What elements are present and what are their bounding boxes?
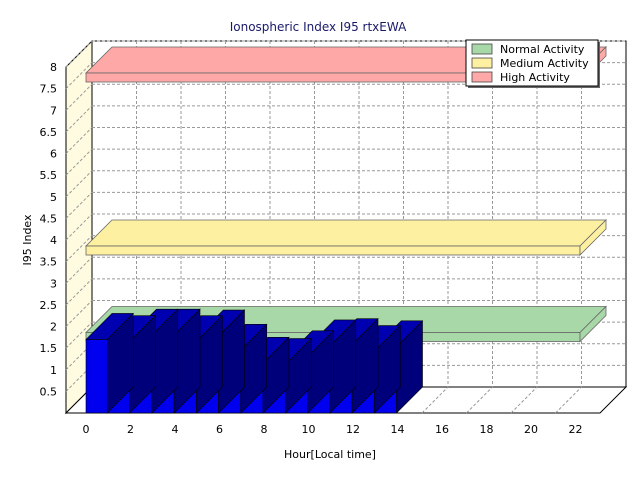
x-tick-label: 8: [261, 423, 268, 436]
y-axis-label: I95 Index: [21, 214, 34, 266]
y-tick-label: 0.5: [40, 385, 58, 398]
grid-line-side: [65, 105, 93, 133]
grid-line-side: [65, 213, 93, 241]
grid-line-side: [65, 256, 93, 284]
y-tick-label: 4.5: [40, 212, 58, 225]
legend-entry: High Activity: [500, 71, 570, 84]
grid-line-floor: [510, 386, 538, 414]
y-tick-label: 2: [50, 321, 57, 334]
legend-swatch: [471, 43, 493, 55]
grid-line-side: [65, 192, 93, 219]
legend-entry: Normal Activity: [500, 43, 585, 56]
x-tick-label: 0: [83, 423, 90, 436]
grid-line-side: [65, 40, 93, 68]
grid-line-floor: [555, 386, 582, 414]
grid-line-floor: [466, 386, 493, 414]
x-tick-label: 2: [127, 423, 134, 436]
x-tick-label: 14: [391, 423, 405, 436]
y-tick-label: 7: [50, 104, 57, 117]
grid-line-side: [65, 235, 93, 262]
band-side: [579, 219, 607, 256]
x-tick-label: 18: [480, 423, 494, 436]
x-tick-label: 4: [172, 423, 179, 436]
grid-line-side: [65, 278, 93, 306]
grid-line-side: [65, 300, 93, 327]
y-tick-label: 4: [50, 234, 57, 247]
y-tick-label: 3: [50, 277, 57, 290]
x-tick-label: 22: [569, 423, 583, 436]
y-tick-label: 1: [50, 364, 57, 377]
x-tick-label: 16: [435, 423, 449, 436]
y-tick-label: 6: [50, 148, 57, 161]
band-side: [579, 305, 607, 343]
y-tick-label: 3.5: [40, 256, 58, 269]
bar: [85, 312, 134, 414]
x-tick-label: 20: [524, 423, 538, 436]
band-top: [85, 219, 607, 247]
grid-line-side: [65, 83, 93, 111]
y-tick-label: 1.5: [40, 342, 58, 355]
y-tick-label: 8: [50, 61, 57, 74]
y-tick-label: 5.5: [40, 169, 58, 182]
x-tick-label: 10: [302, 423, 316, 436]
x-tick-label: 6: [216, 423, 223, 436]
grid-line-side: [65, 62, 93, 89]
y-tick-label: 7.5: [40, 83, 58, 96]
x-tick-label: 12: [346, 423, 360, 436]
y-tick-label: 5: [50, 191, 57, 204]
band-front: [85, 245, 581, 256]
y-tick-label: 6.5: [40, 126, 58, 139]
grid-line-side: [65, 148, 93, 176]
x-axis-label: Hour[Local time]: [284, 448, 376, 461]
chart-title: Ionospheric Index I95 rtxEWA: [230, 20, 407, 34]
legend-swatch: [471, 71, 493, 83]
legend-swatch: [471, 57, 493, 69]
legend-entry: Medium Activity: [500, 57, 589, 70]
grid-line-side: [65, 321, 93, 349]
grid-line-side: [65, 127, 93, 154]
grid-line-floor: [421, 386, 449, 414]
bar-front: [85, 339, 108, 414]
grid-line-side: [65, 170, 93, 198]
y-tick-label: 2.5: [40, 299, 58, 312]
